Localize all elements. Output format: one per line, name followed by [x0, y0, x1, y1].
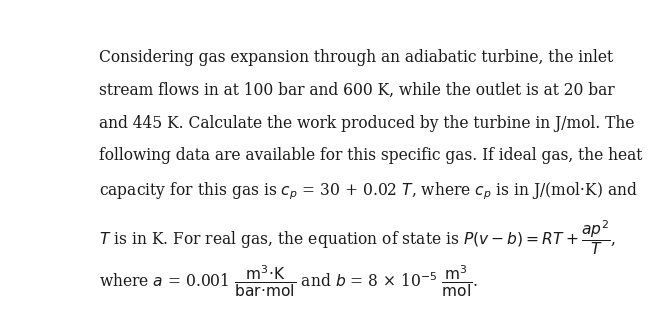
Text: stream flows in at 100 bar and 600 K, while the outlet is at 20 bar: stream flows in at 100 bar and 600 K, wh… — [99, 82, 615, 99]
Text: where $a$ = 0.001 $\dfrac{\mathrm{m^3{\cdot}K}}{\mathrm{bar{\cdot}mol}}$ and $b$: where $a$ = 0.001 $\dfrac{\mathrm{m^3{\c… — [99, 264, 478, 299]
Text: and 445 K. Calculate the work produced by the turbine in J/mol. The: and 445 K. Calculate the work produced b… — [99, 115, 635, 131]
Text: Considering gas expansion through an adiabatic turbine, the inlet: Considering gas expansion through an adi… — [99, 49, 613, 66]
Text: $T$ is in K. For real gas, the equation of state is $P(v - b) = RT + \dfrac{ap^2: $T$ is in K. For real gas, the equation … — [99, 218, 616, 257]
Text: capacity for this gas is $c_p$ = 30 + 0.02 $T$, where $c_p$ is in J/(mol·K) and: capacity for this gas is $c_p$ = 30 + 0.… — [99, 180, 638, 202]
Text: following data are available for this specific gas. If ideal gas, the heat: following data are available for this sp… — [99, 147, 642, 164]
